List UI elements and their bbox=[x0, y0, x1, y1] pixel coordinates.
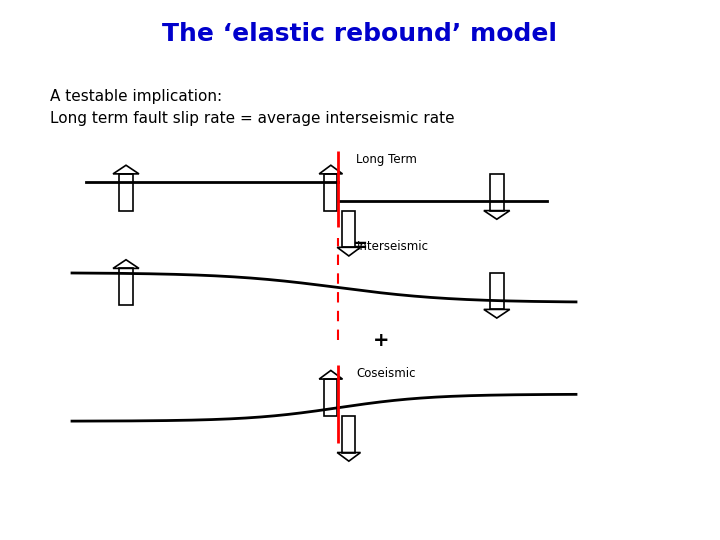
Text: =: = bbox=[353, 237, 367, 255]
Text: Long Term: Long Term bbox=[356, 153, 418, 166]
Text: A testable implication:: A testable implication: bbox=[50, 89, 222, 104]
Text: Coseismic: Coseismic bbox=[356, 367, 416, 380]
Text: Long term fault slip rate = average interseismic rate: Long term fault slip rate = average inte… bbox=[50, 111, 455, 126]
Text: Interseismic: Interseismic bbox=[356, 240, 428, 253]
Text: The ‘elastic rebound’ model: The ‘elastic rebound’ model bbox=[163, 22, 557, 45]
Text: +: + bbox=[374, 330, 390, 350]
